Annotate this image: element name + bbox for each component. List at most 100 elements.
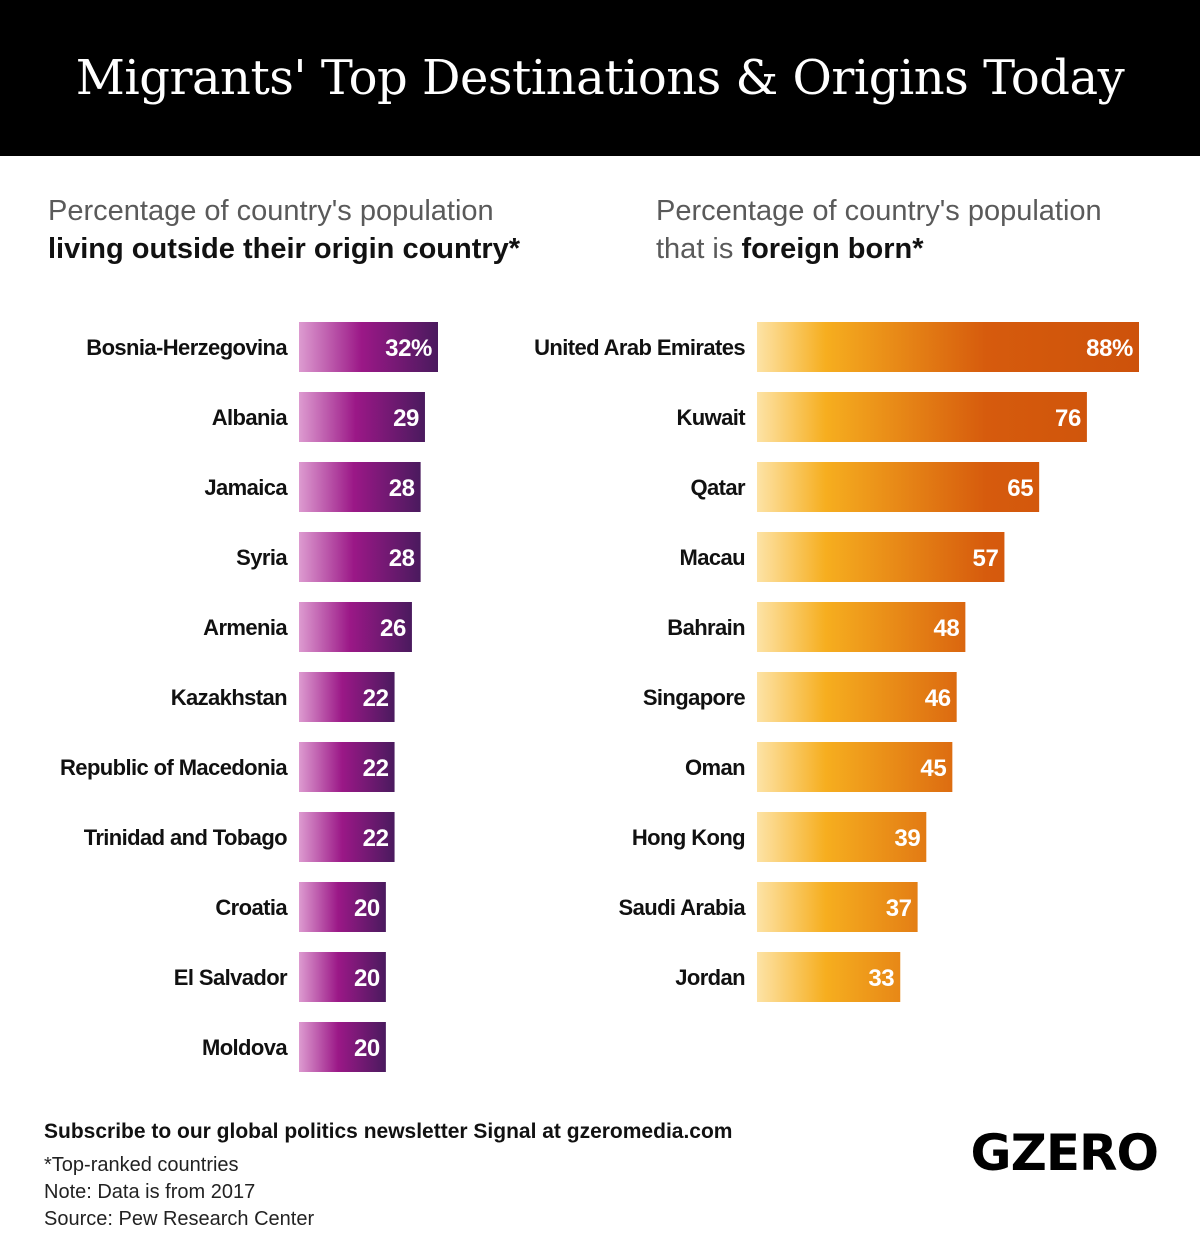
right-bar — [757, 532, 1005, 582]
left-bar-row: Bosnia-Herzegovina 32% — [86, 322, 438, 372]
right-value-label: 76 — [1055, 405, 1081, 432]
right-category-label: Kuwait — [676, 405, 746, 430]
right-value-label: 39 — [894, 825, 920, 852]
left-bar — [299, 322, 438, 372]
right-bar — [757, 602, 966, 652]
right-bar-row: Bahrain 48 — [667, 602, 966, 652]
right-bar-row: Oman 45 — [685, 742, 953, 792]
left-bar-row: Syria 28 — [236, 532, 421, 582]
right-value-label: 48 — [933, 615, 959, 642]
left-bar-row: Jamaica 28 — [204, 462, 421, 512]
footer: Subscribe to our global politics newslet… — [44, 1118, 944, 1233]
left-value-label: 28 — [389, 475, 415, 502]
left-subtitle-line1: Percentage of country's population — [48, 195, 494, 227]
left-bar-row: El Salvador 20 — [174, 952, 386, 1002]
right-bar-chart: United Arab Emirates 88% Kuwait 76 Qatar 65 Ma… — [534, 322, 1139, 1002]
right-bar — [757, 742, 953, 792]
left-bar — [299, 952, 386, 1002]
left-value-label: 20 — [354, 895, 380, 922]
left-category-label: Syria — [236, 545, 288, 570]
right-value-label: 46 — [925, 685, 951, 712]
left-bar — [299, 392, 425, 442]
right-category-label: Hong Kong — [632, 825, 745, 850]
right-bar-row: Jordan 33 — [675, 952, 901, 1002]
source-note: Source: Pew Research Center — [44, 1208, 315, 1230]
chart-title: Migrants' Top Destinations & Origins Tod… — [75, 50, 1125, 106]
left-category-label: Bosnia-Herzegovina — [86, 335, 288, 360]
right-category-label: Macau — [680, 545, 745, 570]
left-bar-row: Armenia 26 — [203, 602, 412, 652]
right-subtitle-emphasis: foreign born* — [741, 233, 924, 265]
left-value-label: 22 — [363, 685, 389, 712]
left-category-label: Jamaica — [204, 475, 288, 500]
right-category-label: Jordan — [675, 965, 745, 990]
right-subtitle-line1: Percentage of country's population — [656, 195, 1102, 227]
footnote-top-ranked: *Top-ranked countries — [44, 1154, 239, 1176]
left-category-label: Armenia — [203, 615, 288, 640]
left-value-label: 22 — [363, 755, 389, 782]
left-category-label: Republic of Macedonia — [60, 755, 288, 780]
left-bar — [299, 672, 395, 722]
right-bar-row: Hong Kong 39 — [632, 812, 927, 862]
left-value-label: 32% — [385, 335, 432, 362]
right-value-label: 88% — [1086, 335, 1133, 362]
left-bar-row: Republic of Macedonia 22 — [60, 742, 395, 792]
footnote-data-year: Note: Data is from 2017 — [44, 1181, 256, 1203]
left-category-label: Kazakhstan — [171, 685, 287, 710]
right-bar — [757, 462, 1040, 512]
left-value-label: 20 — [354, 1035, 380, 1062]
left-value-label: 22 — [363, 825, 389, 852]
right-bar — [757, 672, 957, 722]
right-value-label: 33 — [868, 965, 894, 992]
right-category-label: Oman — [685, 755, 745, 780]
gzero-logo: GZERO — [970, 1124, 1159, 1182]
left-bar — [299, 1022, 386, 1072]
left-category-label: El Salvador — [174, 965, 288, 990]
left-value-label: 20 — [354, 965, 380, 992]
left-bar — [299, 742, 395, 792]
right-category-label: Saudi Arabia — [619, 895, 747, 920]
left-value-label: 26 — [380, 615, 406, 642]
left-bar-row: Croatia 20 — [215, 882, 386, 932]
left-bar-row: Moldova 20 — [202, 1022, 386, 1072]
right-category-label: Qatar — [691, 475, 747, 500]
right-bar-row: Singapore 46 — [643, 672, 957, 722]
right-bar-row: Kuwait 76 — [676, 392, 1087, 442]
right-bar — [757, 812, 927, 862]
right-bar — [757, 882, 918, 932]
right-category-label: Bahrain — [667, 615, 745, 640]
left-category-label: Albania — [212, 405, 289, 430]
right-chart-subtitle: Percentage of country's population that … — [656, 192, 1176, 268]
left-bar-row: Kazakhstan 22 — [171, 672, 395, 722]
right-category-label: United Arab Emirates — [534, 335, 745, 360]
right-bar — [757, 392, 1087, 442]
right-bar-row: United Arab Emirates 88% — [534, 322, 1139, 372]
left-bar — [299, 532, 421, 582]
left-bar-row: Albania 29 — [212, 392, 425, 442]
right-bar-row: Qatar 65 — [691, 462, 1040, 512]
right-value-label: 45 — [920, 755, 946, 782]
right-subtitle-prefix: that is — [656, 233, 742, 265]
left-chart-subtitle: Percentage of country's population livin… — [48, 192, 608, 268]
right-value-label: 57 — [973, 545, 999, 572]
left-value-label: 29 — [393, 405, 419, 432]
left-bar — [299, 812, 395, 862]
right-bar-row: Macau 57 — [680, 532, 1005, 582]
left-category-label: Croatia — [215, 895, 288, 920]
right-bar-row: Saudi Arabia 37 — [619, 882, 918, 932]
left-bar — [299, 462, 421, 512]
left-subtitle-line2: living outside their origin country* — [48, 233, 521, 265]
right-value-label: 65 — [1007, 475, 1033, 502]
right-value-label: 37 — [886, 895, 912, 922]
left-bar-row: Trinidad and Tobago 22 — [84, 812, 395, 862]
right-bar — [757, 322, 1139, 372]
left-value-label: 28 — [389, 545, 415, 572]
header-banner: Migrants' Top Destinations & Origins Tod… — [0, 0, 1200, 156]
right-bar — [757, 952, 901, 1002]
right-subtitle-line2: that is foreign born* — [656, 230, 1176, 268]
left-category-label: Trinidad and Tobago — [84, 825, 287, 850]
right-category-label: Singapore — [643, 685, 746, 710]
left-bar — [299, 882, 386, 932]
